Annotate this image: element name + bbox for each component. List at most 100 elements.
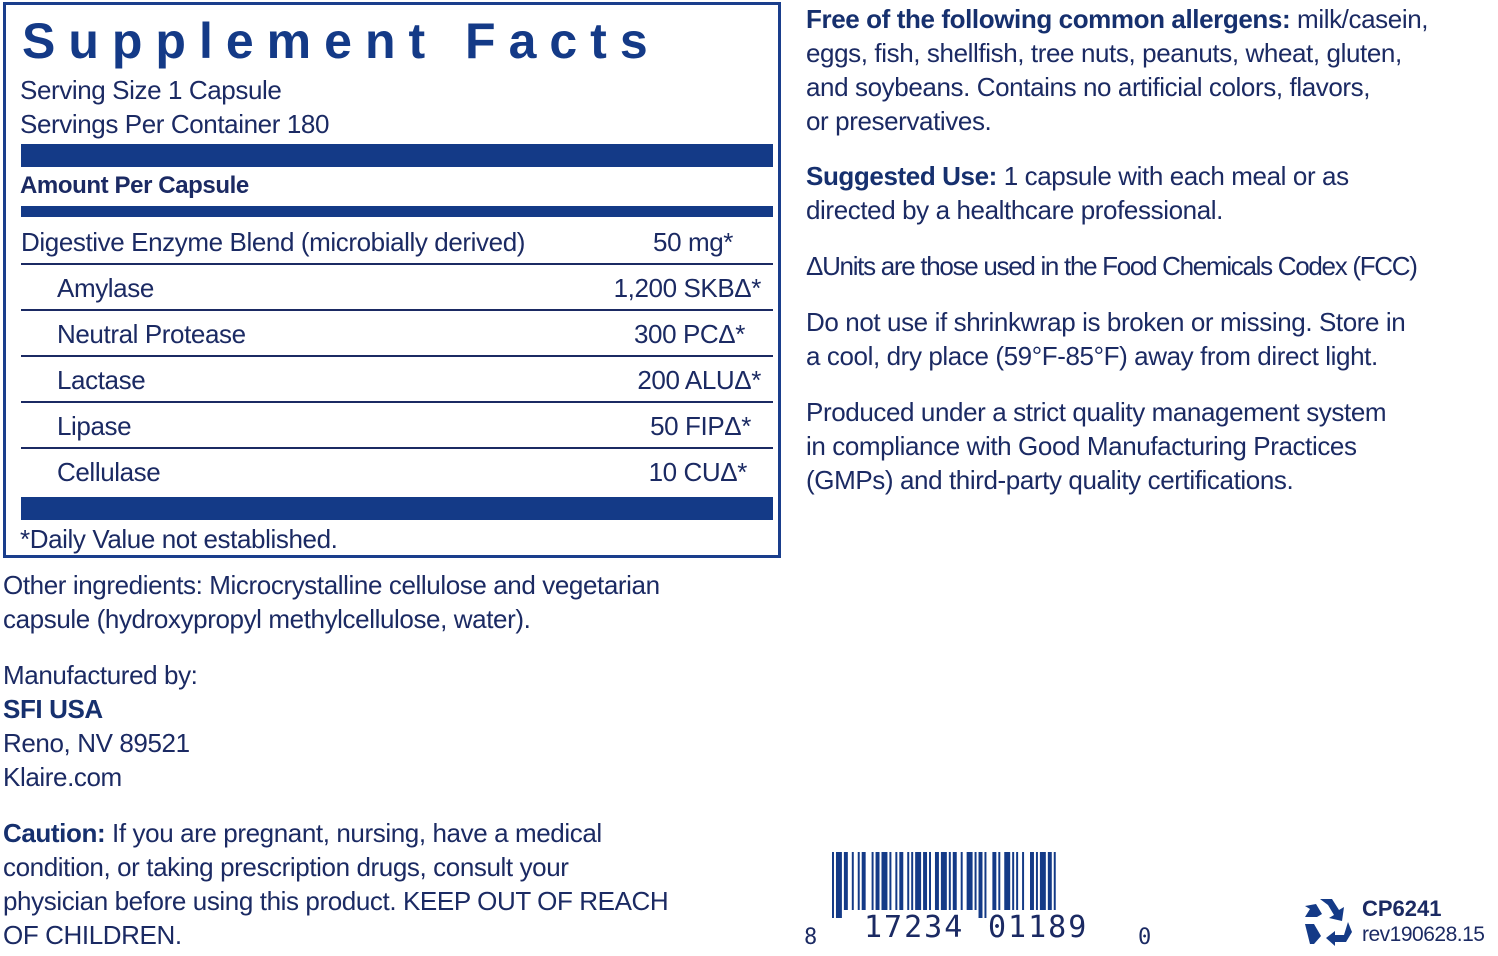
- nutrient-amount: 1,200 SKBΔ*: [613, 273, 762, 303]
- text-line: (GMPs) and third-party quality certifica…: [806, 465, 1294, 495]
- barcode-bar: [875, 852, 880, 910]
- barcode-bar: [843, 852, 848, 910]
- product-code: CP6241: [1362, 896, 1442, 921]
- nutrient-row: Lipase 50 FIPΔ*: [21, 403, 773, 449]
- barcode-bar: [978, 852, 983, 918]
- barcode-bar: [857, 852, 860, 910]
- text-line: physician before using this product. KEE…: [3, 886, 669, 916]
- barcode-bar: [992, 852, 997, 910]
- supplement-facts-panel: Supplement Facts Serving Size 1 Capsule …: [3, 2, 781, 558]
- manufacturer: Manufactured by: SFI USA Reno, NV 89521 …: [3, 658, 198, 794]
- text-line: OF CHILDREN.: [3, 920, 182, 950]
- text-line: in compliance with Good Manufacturing Pr…: [806, 431, 1357, 461]
- nutrient-name: Neutral Protease: [57, 319, 246, 349]
- barcode-bar: [948, 852, 951, 910]
- recycle-icon: [1305, 899, 1352, 946]
- barcode-bar: [984, 852, 987, 918]
- quality-statement: Produced under a strict quality manageme…: [806, 395, 1387, 497]
- barcode-bar: [940, 852, 947, 910]
- barcode-bar: [1022, 852, 1025, 910]
- nutrient-amount: 50 FIPΔ*: [650, 411, 751, 441]
- barcode-bar: [960, 852, 963, 910]
- barcode-bar: [1016, 852, 1019, 910]
- amount-header: Amount Per Capsule: [20, 172, 249, 199]
- barcode-bar: [1012, 852, 1015, 910]
- barcode-bar: [1035, 852, 1038, 910]
- nutrient-row: Cellulase 10 CUΔ*: [21, 449, 773, 495]
- barcode-bar: [998, 852, 1001, 910]
- nutrient-name: Lactase: [57, 365, 146, 395]
- revision: rev190628.15: [1362, 923, 1485, 946]
- text-line: or preservatives.: [806, 106, 992, 136]
- barcode-bar: [911, 852, 914, 910]
- text-line: If you are pregnant, nursing, have a med…: [105, 818, 602, 848]
- barcode-bar: [861, 852, 866, 910]
- storage: Do not use if shrinkwrap is broken or mi…: [806, 305, 1406, 373]
- barcode-bar: [974, 852, 977, 910]
- barcode-bar: [934, 852, 939, 910]
- text-line: condition, or taking prescription drugs,…: [3, 852, 569, 882]
- medium-divider: [21, 206, 773, 217]
- barcode-bar: [895, 852, 898, 910]
- nutrient-name: Digestive Enzyme Blend (microbially deri…: [21, 227, 526, 257]
- text-line: a cool, dry place (59°F-85°F) away from …: [806, 341, 1378, 371]
- serving-size: Serving Size 1 Capsule: [20, 75, 282, 105]
- barcode-bar: [871, 852, 874, 910]
- nutrient-amount: 200 ALUΔ*: [637, 365, 761, 395]
- nutrient-amount: 50 mg*: [653, 227, 733, 257]
- barcode-digit-last: 0: [1138, 925, 1152, 950]
- barcode-right-group: 01189: [988, 910, 1089, 945]
- barcode-bar: [915, 852, 922, 910]
- barcode-bar: [881, 852, 888, 910]
- nutrient-row: Neutral Protease 300 PCΔ*: [21, 311, 773, 357]
- company-name: SFI USA: [3, 694, 103, 724]
- nutrient-row: Digestive Enzyme Blend (microbially deri…: [21, 219, 773, 265]
- other-ingredients: Other ingredients: Microcrystalline cell…: [3, 568, 660, 636]
- text-line: milk/casein,: [1290, 4, 1429, 34]
- barcode-bar: [1039, 852, 1046, 910]
- units-note: ΔUnits are those used in the Food Chemic…: [806, 251, 1418, 281]
- text-line: Other ingredients: Microcrystalline cell…: [3, 570, 660, 600]
- allergens-label: Free of the following common allergens:: [806, 4, 1291, 34]
- text-line: 1 capsule with each meal or as: [996, 161, 1349, 191]
- nutrient-row: Amylase 1,200 SKBΔ*: [21, 265, 773, 311]
- caution-label: Caution:: [3, 818, 106, 848]
- website: Klaire.com: [3, 762, 122, 792]
- barcode-bar: [832, 852, 834, 918]
- thick-divider: [21, 497, 773, 520]
- allergens: Free of the following common allergens: …: [806, 2, 1428, 138]
- barcode-bar: [966, 852, 973, 910]
- nutrient-amount: 10 CUΔ*: [648, 457, 748, 487]
- barcode-bar: [923, 852, 928, 910]
- text-line: Produced under a strict quality manageme…: [806, 397, 1387, 427]
- barcode: [832, 852, 1056, 918]
- barcode-bar: [835, 852, 842, 918]
- text-line: eggs, fish, shellfish, tree nuts, peanut…: [806, 38, 1402, 68]
- text-line: directed by a healthcare professional.: [806, 195, 1223, 225]
- caution: Caution: If you are pregnant, nursing, h…: [3, 816, 669, 952]
- barcode-bar: [1030, 852, 1034, 910]
- manufactured-by-label: Manufactured by:: [3, 660, 198, 690]
- nutrient-name: Lipase: [57, 411, 132, 441]
- barcode-digit-first: 8: [804, 925, 818, 950]
- barcode-bar: [1047, 852, 1052, 910]
- address: Reno, NV 89521: [3, 728, 190, 758]
- nutrient-name: Cellulase: [57, 457, 161, 487]
- text-line: capsule (hydroxypropyl methylcellulose, …: [3, 604, 531, 634]
- barcode-bar: [929, 852, 931, 910]
- barcode-bar: [907, 852, 910, 910]
- text-line: and soybeans. Contains no artificial col…: [806, 72, 1371, 102]
- barcode-bar: [889, 852, 892, 910]
- barcode-left-group: 17234: [864, 910, 965, 945]
- servings-per-container: Servings Per Container 180: [20, 109, 330, 139]
- suggested-use-label: Suggested Use:: [806, 161, 997, 191]
- nutrient-row: Lactase 200 ALUΔ*: [21, 357, 773, 403]
- text-line: Do not use if shrinkwrap is broken or mi…: [806, 307, 1406, 337]
- barcode-bar: [952, 852, 957, 910]
- thick-divider: [21, 144, 773, 167]
- facts-title: Supplement Facts: [22, 13, 661, 69]
- nutrient-name: Amylase: [57, 273, 154, 303]
- daily-value-footnote: *Daily Value not established.: [20, 524, 338, 554]
- nutrient-amount: 300 PCΔ*: [633, 319, 745, 349]
- suggested-use: Suggested Use: 1 capsule with each meal …: [806, 159, 1349, 227]
